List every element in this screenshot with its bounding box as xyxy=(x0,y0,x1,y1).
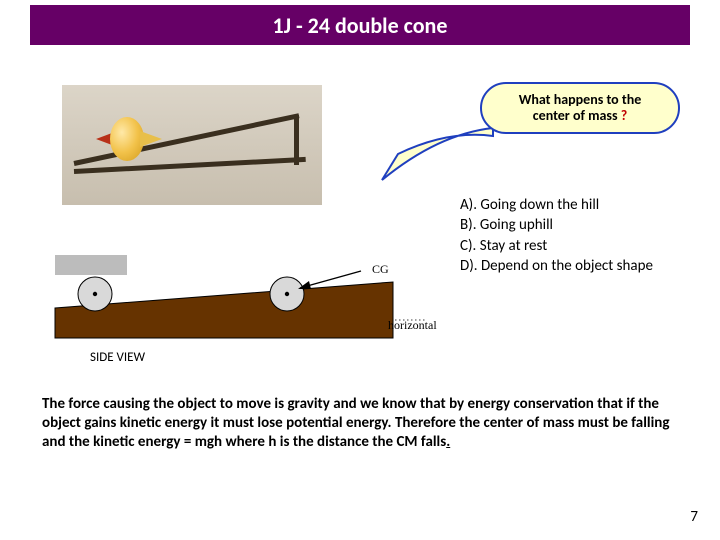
answer-c: C). Stay at rest xyxy=(460,236,653,256)
question-callout: What happens to the center of mass ? xyxy=(480,82,680,134)
slide-title: 1J - 24 double cone xyxy=(273,12,448,39)
callout-line2: center of mass xyxy=(533,107,618,124)
explanation-body: The force causing the object to move is … xyxy=(42,395,669,451)
side-view-caption: SIDE VIEW xyxy=(90,350,145,365)
answer-choices: A). Going down the hill B). Going uphill… xyxy=(460,195,653,276)
answer-b: B). Going uphill xyxy=(460,215,653,235)
answer-a: A). Going down the hill xyxy=(460,195,653,215)
side-view-diagram xyxy=(55,250,405,350)
rail-right xyxy=(74,157,306,174)
callout-line1: What happens to the xyxy=(519,91,642,108)
explanation-period: . xyxy=(446,433,450,451)
answer-d: D). Depend on the object shape xyxy=(460,256,653,276)
title-bar: 1J - 24 double cone xyxy=(30,5,690,45)
callout-qmark: ? xyxy=(621,107,628,124)
page-number: 7 xyxy=(690,508,698,526)
callout-tail xyxy=(378,124,498,184)
explanation-text: The force causing the object to move is … xyxy=(42,395,682,451)
double-cone-photo xyxy=(62,85,322,205)
cg-label: CG xyxy=(372,262,389,277)
horizontal-label: horizontal xyxy=(388,318,437,333)
